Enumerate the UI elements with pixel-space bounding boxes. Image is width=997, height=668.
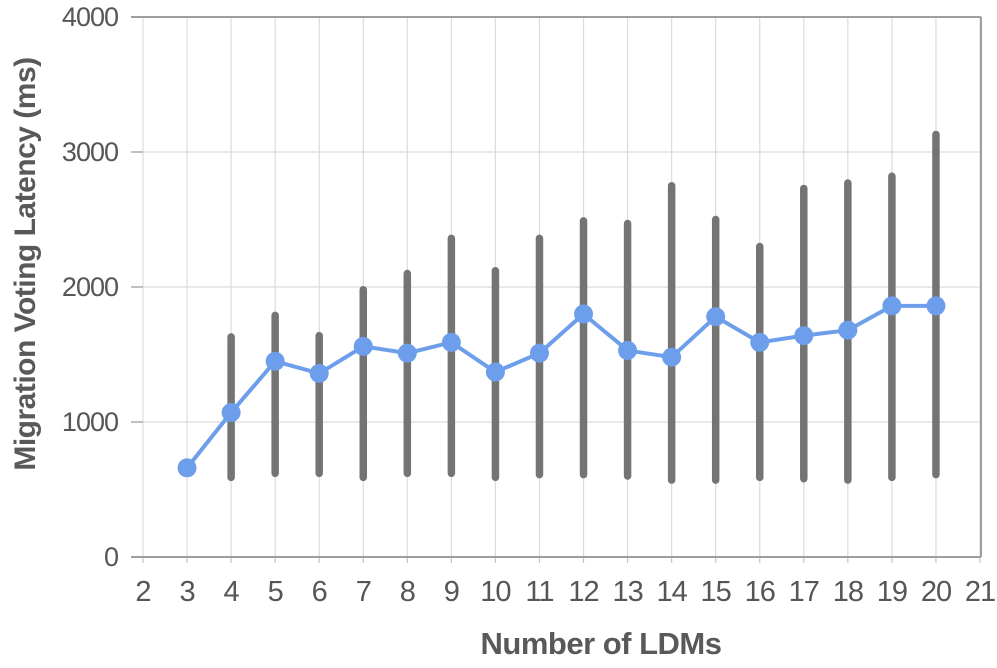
x-tick-label: 19 (877, 576, 907, 608)
data-point (662, 347, 682, 367)
x-tick-label: 15 (701, 576, 731, 608)
data-point (574, 304, 594, 324)
x-tick-label: 11 (525, 576, 553, 608)
x-tick-label: 9 (444, 576, 459, 608)
x-tick-label: 10 (480, 576, 510, 608)
y-tick-label: 2000 (62, 272, 118, 302)
data-point (794, 326, 814, 346)
data-point (926, 296, 946, 316)
data-point (397, 343, 417, 363)
x-axis-title: Number of LDMs (480, 626, 723, 661)
x-tick-label: 16 (745, 576, 775, 608)
data-point (882, 296, 902, 316)
series-line (185, 303, 938, 470)
x-tick-label: 5 (268, 576, 283, 608)
data-point (618, 340, 638, 360)
x-tick-label: 12 (568, 576, 598, 608)
data-point (265, 351, 285, 371)
x-tick-label: 21 (965, 576, 995, 608)
data-point (750, 332, 770, 352)
data-point (838, 320, 858, 340)
data-point (441, 332, 461, 352)
x-tick-label: 8 (400, 576, 415, 608)
x-tick-label: 13 (612, 576, 642, 608)
x-tick-label: 6 (312, 576, 327, 608)
y-axis-title: Migration Voting Latency (ms) (9, 57, 42, 471)
x-tick-label: 7 (356, 576, 371, 608)
data-point (353, 336, 373, 356)
y-tick-label: 3000 (62, 137, 118, 167)
x-tick-label: 17 (789, 576, 819, 608)
x-tick-label: 18 (833, 576, 863, 608)
x-tick-label: 14 (656, 576, 687, 608)
y-tick-label: 0 (104, 542, 118, 572)
x-tick-label: 3 (179, 576, 194, 608)
data-point (485, 362, 505, 382)
x-tick-label: 20 (921, 576, 951, 608)
data-point (706, 307, 726, 327)
y-tick-label: 4000 (62, 2, 118, 32)
data-point (309, 363, 329, 383)
x-tick-label: 2 (135, 576, 150, 608)
data-point (177, 458, 197, 478)
data-point (529, 343, 549, 363)
x-tick-label: 4 (224, 576, 240, 608)
y-tick-label: 1000 (62, 407, 118, 437)
data-point (221, 403, 241, 423)
